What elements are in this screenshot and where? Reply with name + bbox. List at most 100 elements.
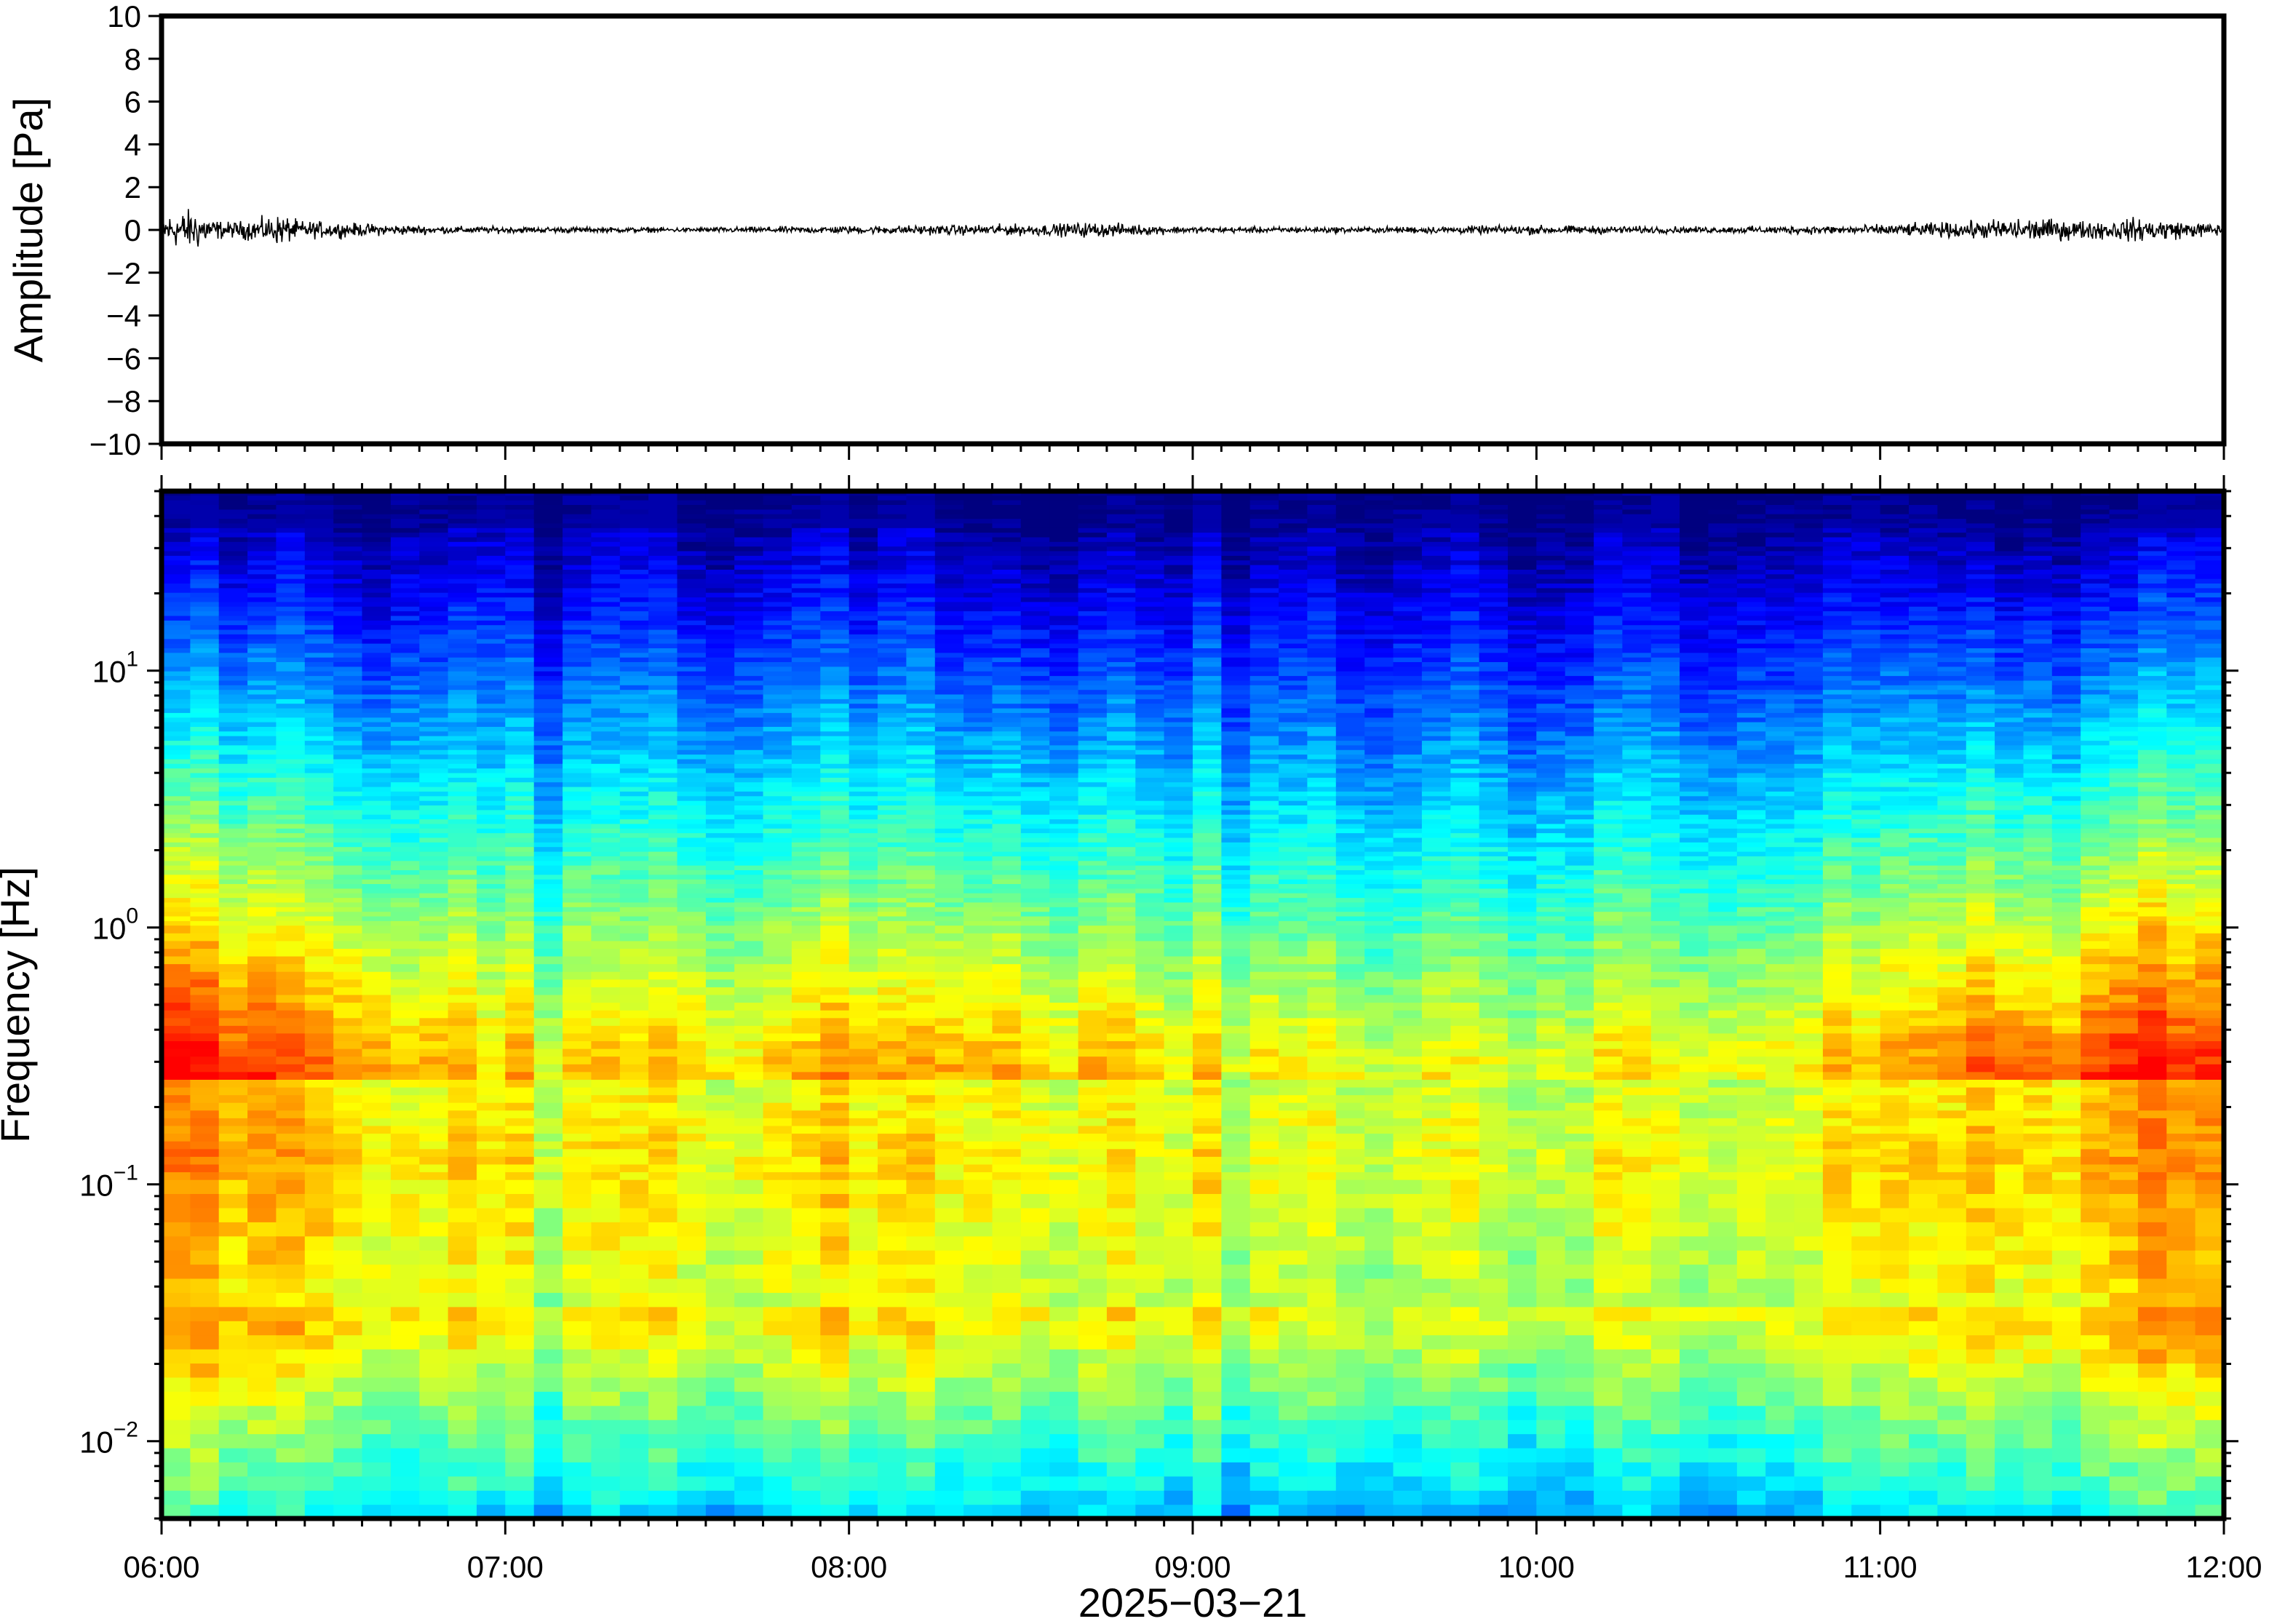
- spectrogram-cell: [190, 1087, 220, 1096]
- spectrogram-cell: [477, 624, 506, 630]
- spectrogram-cell: [304, 592, 334, 598]
- spectrogram-cell: [247, 1377, 277, 1392]
- spectrogram-cell: [304, 578, 334, 584]
- spectrogram-cell: [820, 1148, 850, 1157]
- spectrogram-cell: [591, 1002, 621, 1011]
- spectrogram-cell: [448, 504, 477, 510]
- spectrogram-cell: [304, 1002, 334, 1011]
- spectrogram-cell: [963, 1321, 993, 1336]
- spectrogram-cell: [448, 786, 477, 792]
- spectrogram-cell: [934, 610, 964, 616]
- spectrogram-cell: [734, 763, 764, 769]
- spectrogram-cell: [992, 1032, 1022, 1041]
- spectrogram-cell: [505, 514, 535, 520]
- spectrogram-cell: [477, 1405, 506, 1420]
- spectrogram-cell: [333, 823, 363, 829]
- spectrogram-cell: [591, 1250, 621, 1265]
- spectrogram-cell: [419, 1334, 449, 1350]
- spectrogram-cell: [505, 528, 535, 533]
- spectrogram-cell: [362, 1017, 392, 1026]
- spectrogram-cell: [362, 671, 392, 677]
- spectrogram-cell: [505, 1179, 535, 1194]
- spectrogram-cell: [218, 851, 248, 856]
- spectrogram-cell: [705, 680, 736, 685]
- spectrogram-cell: [763, 583, 792, 589]
- spectrogram-cell: [992, 925, 1022, 934]
- spectrogram-cell: [849, 1025, 878, 1034]
- spectrogram-cell: [677, 963, 707, 972]
- spectrogram-cell: [477, 1504, 506, 1519]
- spectrogram-cell: [820, 726, 850, 732]
- spectrogram-cell: [218, 693, 248, 699]
- spectrogram-cell: [304, 680, 334, 685]
- spectrogram-cell: [878, 569, 907, 575]
- spectrogram-cell: [362, 744, 392, 750]
- spectrogram-cell: [563, 648, 592, 653]
- spectrogram-cell: [419, 869, 449, 875]
- spectrogram-cell: [333, 1292, 363, 1307]
- spectrogram-cell: [304, 837, 334, 843]
- spectrogram-cell: [734, 731, 764, 736]
- spectrogram-cell: [390, 661, 421, 667]
- spectrogram-cell: [591, 940, 621, 949]
- spectrogram-cell: [1020, 1118, 1050, 1126]
- spectrogram-cell: [648, 823, 678, 829]
- spectrogram-cell: [1049, 620, 1079, 626]
- spectrogram-cell: [992, 1056, 1022, 1064]
- spectrogram-cell: [849, 865, 878, 870]
- spectrogram-cell: [619, 661, 649, 667]
- spectrogram-cell: [390, 685, 421, 690]
- spectrogram-cell: [934, 786, 964, 792]
- spectrogram-cell: [247, 634, 277, 640]
- spectrogram-cell: [190, 907, 220, 912]
- spectrogram-cell: [1020, 823, 1050, 829]
- spectrogram-cell: [448, 648, 477, 653]
- spectrogram-cell: [763, 610, 792, 616]
- spectrogram-cell: [505, 620, 535, 626]
- spectrogram-cell: [218, 869, 248, 875]
- spectrogram-cell: [276, 823, 306, 829]
- spectrogram-cell: [677, 638, 707, 644]
- spectrogram-cell: [563, 629, 592, 634]
- spectrogram-cell: [1078, 925, 1108, 934]
- spectrogram-cell: [1020, 814, 1050, 820]
- spectrogram-cell: [419, 786, 449, 792]
- spectrogram-cell: [763, 819, 792, 824]
- spectrogram-cell: [1020, 846, 1050, 852]
- spectrogram-cell: [934, 634, 964, 640]
- spectrogram-cell: [705, 1118, 736, 1126]
- spectrogram-cell: [648, 860, 678, 866]
- spectrogram-cell: [677, 823, 707, 829]
- spectrogram-cell: [533, 509, 563, 514]
- spectrogram-cell: [963, 1156, 993, 1165]
- spectrogram-cell: [591, 805, 621, 811]
- spectrogram-cell: [419, 592, 449, 598]
- spectrogram-cell: [477, 901, 506, 907]
- spectrogram-cell: [1078, 1118, 1108, 1126]
- spectrogram-cell: [276, 569, 306, 575]
- spectrogram-cell: [591, 979, 621, 987]
- spectrogram-cell: [763, 837, 792, 843]
- spectrogram-cell: [247, 1079, 277, 1088]
- spectrogram-cell: [963, 786, 993, 792]
- spectrogram-cell: [591, 573, 621, 579]
- spectrogram-cell: [304, 1349, 334, 1364]
- spectrogram-cell: [390, 1504, 421, 1519]
- spectrogram-cell: [963, 1133, 993, 1142]
- spectrogram-cell: [190, 987, 220, 995]
- spectrogram-cell: [247, 1321, 277, 1336]
- spectrogram-cell: [477, 948, 506, 957]
- spectrogram-cell: [563, 979, 592, 987]
- spectrogram-cell: [390, 791, 421, 797]
- spectrogram-cell: [419, 629, 449, 634]
- spectrogram-cell: [992, 1235, 1022, 1251]
- spectrogram-cell: [992, 698, 1022, 704]
- spectrogram-cell: [304, 842, 334, 848]
- spectrogram-cell: [1020, 1133, 1050, 1142]
- spectrogram-cell: [162, 712, 191, 718]
- spectrogram-cell: [992, 528, 1022, 533]
- spectrogram-cell: [247, 675, 277, 681]
- spectrogram-cell: [648, 1148, 678, 1157]
- spectrogram-cell: [648, 693, 678, 699]
- spectrogram-cell: [619, 851, 649, 856]
